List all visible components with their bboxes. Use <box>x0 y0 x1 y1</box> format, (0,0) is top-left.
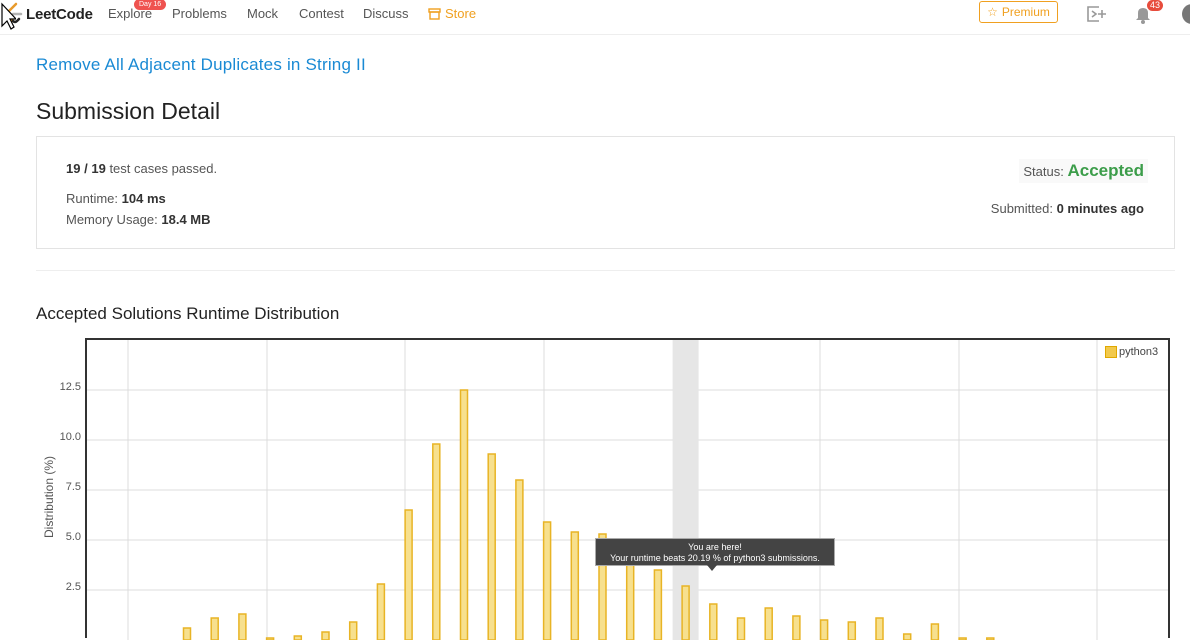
bar-python3-11[interactable] <box>487 453 496 640</box>
bar-python3-14[interactable] <box>570 531 580 640</box>
y-tick-label: 7.5 <box>65 481 81 493</box>
chart-y-axis-label: Distribution (%) <box>42 455 56 539</box>
y-tick-label: 2.5 <box>65 581 81 593</box>
memory-value: 18.4 MB <box>161 212 211 227</box>
bar-python3-13[interactable] <box>542 521 552 640</box>
submission-summary-panel: 19 / 19 test cases passed. Runtime: 104 … <box>36 136 1175 249</box>
problem-title-link[interactable]: Remove All Adjacent Duplicates in String… <box>36 55 366 74</box>
runtime-line: Runtime: 104 ms <box>66 191 166 206</box>
bar-python3-20[interactable] <box>736 617 746 640</box>
y-tick-label: 10.0 <box>59 431 81 443</box>
nav-store-label: Store <box>445 6 477 21</box>
bar-python3-1[interactable] <box>210 617 219 640</box>
cases-separator: / <box>84 161 88 176</box>
bar-python3-26[interactable] <box>902 633 912 640</box>
chart-legend[interactable]: python3 <box>1105 346 1158 358</box>
bar-python3-25[interactable] <box>875 617 884 640</box>
runtime-distribution-chart <box>85 338 1170 640</box>
legend-swatch-python3 <box>1105 346 1117 358</box>
runtime-label: Runtime: <box>66 191 119 206</box>
passed-count: 19 <box>66 161 81 176</box>
mouse-cursor-icon <box>1 2 16 30</box>
bar-python3-23[interactable] <box>819 619 829 640</box>
bar-python3-6[interactable] <box>348 621 358 640</box>
runtime-value: 104 ms <box>121 191 166 206</box>
tooltip-line-1: You are here! <box>688 542 742 552</box>
playground-icon[interactable] <box>1085 4 1107 24</box>
chart-tooltip: You are here! Your runtime beats 20.19 %… <box>595 538 835 571</box>
logo-text: LeetCode <box>26 5 93 23</box>
store-icon <box>428 7 441 20</box>
bar-python3-5[interactable] <box>321 631 330 640</box>
bar-python3-9[interactable] <box>432 443 441 640</box>
avatar-icon[interactable] <box>1181 3 1190 25</box>
bar-python3-18[interactable] <box>681 585 690 640</box>
page-title: Submission Detail <box>36 98 221 124</box>
bell-icon[interactable] <box>1133 4 1153 24</box>
bar-python3-15[interactable] <box>598 533 607 640</box>
bar-python3-12[interactable] <box>515 479 524 640</box>
section-divider <box>36 270 1175 271</box>
bar-python3-2[interactable] <box>238 613 247 640</box>
notification-count-badge: 43 <box>1147 0 1163 11</box>
status-label: Status: <box>1023 164 1064 179</box>
submitted-line: Submitted: 0 minutes ago <box>991 201 1144 216</box>
bar-python3-19[interactable] <box>709 603 718 640</box>
premium-button[interactable]: ☆ Premium <box>979 1 1058 23</box>
y-tick-label: 5.0 <box>65 531 81 543</box>
memory-label: Memory Usage: <box>66 212 158 227</box>
top-navbar: LeetCode Explore Day 16 Problems Mock Co… <box>0 0 1190 35</box>
nav-store[interactable]: Store <box>428 6 476 21</box>
memory-line: Memory Usage: 18.4 MB <box>66 212 211 227</box>
submitted-value: 0 minutes ago <box>1056 201 1144 216</box>
bar-python3-0[interactable] <box>182 627 192 640</box>
total-count: 19 <box>91 161 106 176</box>
bar-python3-4[interactable] <box>293 635 303 640</box>
explore-day-badge: Day 16 <box>134 0 167 10</box>
nav-mock[interactable]: Mock <box>247 6 279 21</box>
submitted-label: Submitted: <box>990 201 1053 216</box>
distribution-title: Accepted Solutions Runtime Distribution <box>36 304 340 323</box>
bar-python3-8[interactable] <box>404 509 413 640</box>
bar-python3-24[interactable] <box>847 621 857 640</box>
star-icon: ☆ <box>987 5 998 19</box>
nav-contest[interactable]: Contest <box>299 6 344 21</box>
premium-label: Premium <box>1001 5 1050 19</box>
bar-python3-10[interactable] <box>459 389 469 640</box>
chart-plot-area <box>87 340 1168 640</box>
bar-python3-17[interactable] <box>653 569 663 640</box>
bar-python3-21[interactable] <box>764 607 773 640</box>
legend-label-python3: python3 <box>1119 346 1159 358</box>
test-cases-text: test cases passed. <box>109 161 218 176</box>
y-tick-label: 12.5 <box>59 381 81 393</box>
logo[interactable]: LeetCode <box>4 2 93 26</box>
tooltip-line-2: Your runtime beats 20.19 % of python3 su… <box>610 553 820 563</box>
bar-python3-7[interactable] <box>376 583 386 640</box>
status-badge: Status: Accepted <box>1019 159 1148 183</box>
bar-python3-27[interactable] <box>930 623 940 640</box>
nav-problems[interactable]: Problems <box>172 6 227 21</box>
status-value: Accepted <box>1067 161 1144 180</box>
bar-python3-22[interactable] <box>792 615 801 640</box>
nav-discuss[interactable]: Discuss <box>363 6 409 21</box>
test-cases-line: 19 / 19 test cases passed. <box>66 161 217 176</box>
